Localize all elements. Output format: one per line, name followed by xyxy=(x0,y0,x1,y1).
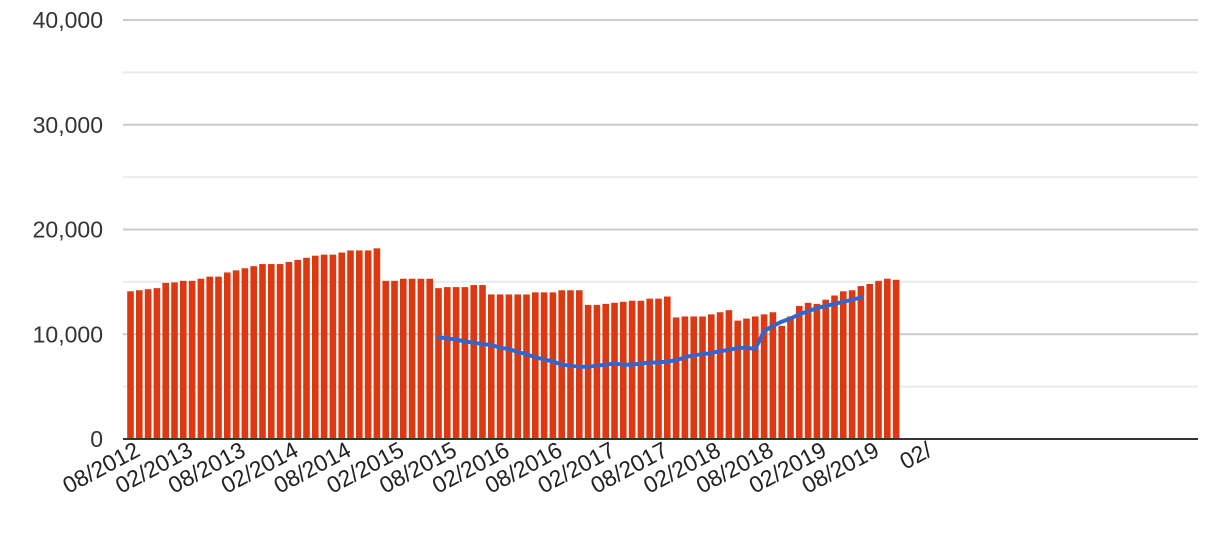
bar xyxy=(594,305,601,439)
bar xyxy=(655,299,662,439)
bar xyxy=(638,301,645,439)
y-tick-label: 30,000 xyxy=(33,112,103,138)
bar xyxy=(708,314,715,439)
bar xyxy=(875,281,882,439)
bar xyxy=(629,301,636,439)
bar xyxy=(479,285,486,439)
y-tick-label: 40,000 xyxy=(33,7,103,33)
bar xyxy=(321,255,328,439)
bar xyxy=(127,291,134,439)
bar xyxy=(312,256,319,439)
bar xyxy=(611,303,618,439)
bar xyxy=(259,264,266,439)
bar xyxy=(400,279,407,439)
bar xyxy=(831,295,838,439)
bar xyxy=(866,284,873,439)
bar xyxy=(690,316,697,439)
bar xyxy=(180,281,187,439)
bar xyxy=(215,277,222,439)
bar xyxy=(585,305,592,439)
bar xyxy=(550,292,557,439)
bar xyxy=(224,272,231,439)
bar xyxy=(294,260,301,439)
bar xyxy=(822,300,829,439)
bar xyxy=(884,279,891,439)
bar xyxy=(356,250,363,439)
bar xyxy=(682,316,689,439)
bar xyxy=(514,294,521,439)
bar xyxy=(699,316,706,439)
x-axis: 08/201202/201308/201302/201408/201402/20… xyxy=(58,436,936,498)
bar xyxy=(462,287,469,439)
bar xyxy=(470,285,477,439)
bar xyxy=(250,266,257,439)
bar xyxy=(787,316,794,439)
bar xyxy=(805,303,812,439)
bar xyxy=(347,250,354,439)
bar xyxy=(726,310,733,439)
bar xyxy=(814,304,821,439)
bar xyxy=(206,277,213,439)
bar xyxy=(162,283,169,439)
bar xyxy=(426,279,433,439)
bar xyxy=(734,321,741,439)
bar xyxy=(233,270,240,439)
bar xyxy=(268,264,275,439)
y-axis: 0 10,000 20,000 30,000 40,000 xyxy=(33,7,103,452)
y-tick-label: 0 xyxy=(90,426,103,452)
bar xyxy=(391,281,398,439)
bar xyxy=(840,291,847,439)
bar xyxy=(409,279,416,439)
bar xyxy=(242,268,249,439)
bar xyxy=(523,294,530,439)
bar xyxy=(145,289,152,439)
bar xyxy=(858,286,865,439)
bar xyxy=(602,304,609,439)
bar xyxy=(198,279,205,439)
bar xyxy=(717,312,724,439)
bar xyxy=(277,264,284,439)
bar xyxy=(620,302,627,439)
bar xyxy=(330,255,337,439)
bar xyxy=(435,288,442,439)
bar xyxy=(488,294,495,439)
bar xyxy=(770,312,777,439)
bar xyxy=(303,258,310,439)
bar xyxy=(136,290,143,439)
bar-series xyxy=(127,248,899,439)
bar xyxy=(365,250,372,439)
bar xyxy=(418,279,425,439)
y-tick-label: 20,000 xyxy=(33,217,103,243)
bar xyxy=(849,290,856,439)
bar xyxy=(506,294,513,439)
bar xyxy=(497,294,504,439)
bar xyxy=(646,299,653,439)
bar xyxy=(893,280,900,439)
bar xyxy=(752,316,759,439)
bar xyxy=(532,292,539,439)
bar xyxy=(796,306,803,439)
bar xyxy=(541,292,548,439)
x-tick-label: 02/ xyxy=(895,436,936,474)
bar xyxy=(453,287,460,439)
bar xyxy=(189,281,196,439)
bar xyxy=(374,248,381,439)
bar xyxy=(382,281,389,439)
bar xyxy=(743,319,750,439)
bar xyxy=(664,297,671,439)
bar xyxy=(338,253,345,439)
bar xyxy=(673,317,680,439)
bar xyxy=(154,288,161,439)
y-tick-label: 10,000 xyxy=(33,321,103,347)
bar xyxy=(286,262,293,439)
bar xyxy=(171,282,178,439)
bar xyxy=(444,287,451,439)
bar xyxy=(778,326,785,439)
